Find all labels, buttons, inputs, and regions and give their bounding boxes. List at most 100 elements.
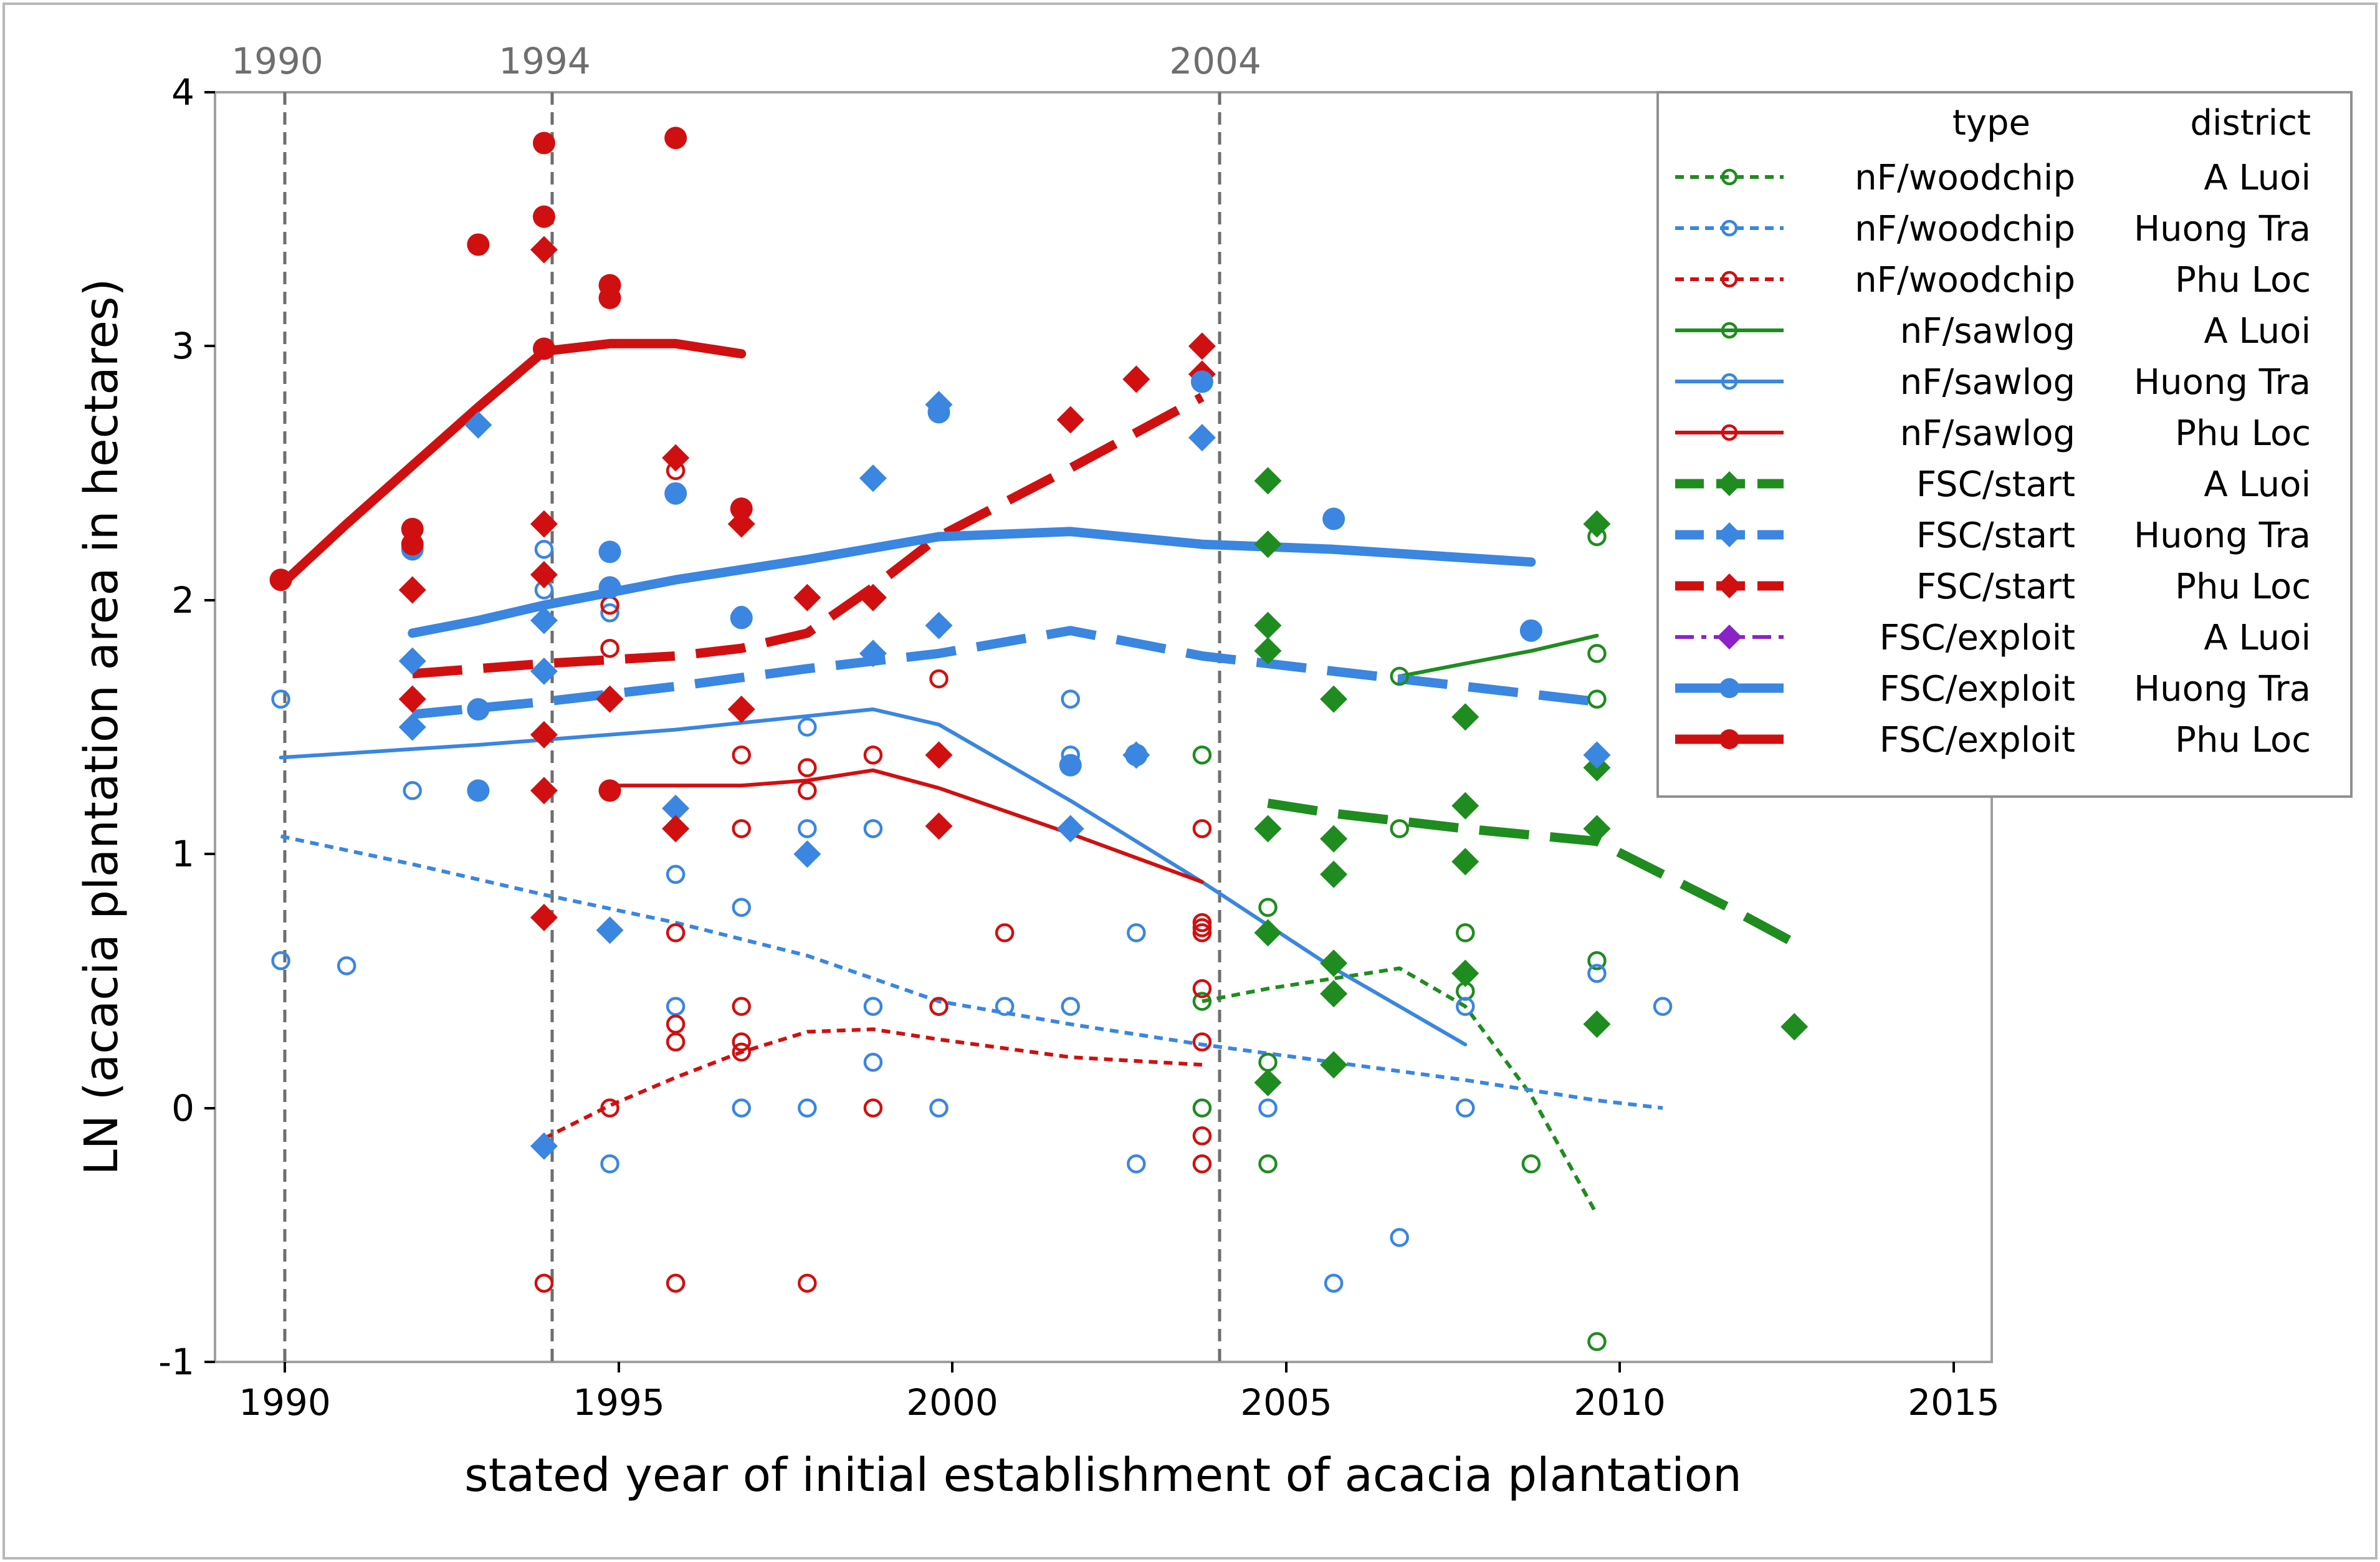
legend-district-label: Phu Loc bbox=[2175, 260, 2311, 300]
data-point-fsc-exploit-phu-loc bbox=[598, 286, 621, 309]
reference-label-1990: 1990 bbox=[231, 40, 323, 82]
data-point-nf-sawlog-a-luoi bbox=[1390, 819, 1409, 838]
legend-entry: nF/woodchip Huong Tra bbox=[1675, 209, 2311, 249]
data-point-nf-woodchip-a-luoi bbox=[1192, 745, 1212, 765]
data-point-fsc-start-a-luoi bbox=[1780, 1013, 1809, 1041]
data-point-nf-woodchip-phu-loc bbox=[732, 1042, 751, 1062]
data-point-fsc-exploit-phu-loc bbox=[598, 779, 621, 802]
data-point-fsc-start-phu-loc bbox=[859, 583, 887, 611]
data-point-nf-woodchip-huong-tra bbox=[337, 956, 356, 975]
legend-type-label: nF/sawlog bbox=[1900, 362, 2075, 403]
data-point-nf-woodchip-huong-tra bbox=[798, 717, 817, 737]
data-point-nf-woodchip-phu-loc bbox=[1192, 1032, 1212, 1052]
data-point-fsc-start-a-luoi bbox=[1254, 611, 1282, 640]
data-point-nf-woodchip-huong-tra bbox=[798, 819, 817, 838]
data-point-fsc-exploit-phu-loc bbox=[532, 205, 555, 228]
legend-marker bbox=[1719, 678, 1739, 698]
legend-entry: nF/sawlog Huong Tra bbox=[1675, 362, 2311, 403]
data-point-nf-woodchip-huong-tra bbox=[1653, 997, 1673, 1016]
data-point-nf-woodchip-phu-loc bbox=[863, 1098, 883, 1118]
data-point-fsc-start-a-luoi bbox=[1583, 1010, 1611, 1038]
data-point-fsc-start-phu-loc bbox=[530, 904, 558, 932]
legend-district-label: A Luoi bbox=[2204, 618, 2311, 658]
data-point-nf-woodchip-huong-tra bbox=[1061, 689, 1080, 709]
legend-type-label: FSC/start bbox=[1916, 567, 2075, 607]
y-axis-title: LN (acacia plantation area in hectares) bbox=[75, 279, 128, 1176]
data-point-nf-woodchip-a-luoi bbox=[1258, 1154, 1278, 1174]
data-point-fsc-exploit-phu-loc bbox=[532, 337, 555, 360]
legend-type-label: FSC/exploit bbox=[1880, 669, 2075, 709]
data-point-nf-woodchip-huong-tra bbox=[403, 781, 423, 800]
data-point-fsc-exploit-huong-tra bbox=[467, 697, 490, 721]
data-point-nf-sawlog-phu-loc bbox=[1192, 918, 1212, 937]
data-point-fsc-start-phu-loc bbox=[530, 510, 558, 538]
data-point-nf-woodchip-phu-loc bbox=[1192, 1126, 1212, 1146]
data-point-fsc-start-phu-loc bbox=[662, 815, 690, 843]
legend-marker bbox=[1717, 625, 1742, 649]
fit-line-nf-woodchip-huong-tra bbox=[280, 834, 1663, 1110]
data-point-fsc-start-huong-tra bbox=[859, 640, 887, 668]
fit-line-fsc-exploit-huong-tra bbox=[408, 527, 1536, 638]
data-point-nf-woodchip-huong-tra bbox=[929, 1098, 949, 1118]
y-axis: -1 0 1 2 3 4 bbox=[158, 71, 215, 1383]
legend-type-label: nF/sawlog bbox=[1900, 413, 2075, 454]
legend-header-district: district bbox=[2190, 103, 2311, 143]
data-point-nf-woodchip-phu-loc bbox=[666, 923, 686, 942]
x-tick-label: 2010 bbox=[1574, 1381, 1666, 1424]
data-point-fsc-start-a-luoi bbox=[1320, 825, 1348, 853]
fit-line-nf-sawlog-a-luoi bbox=[1397, 633, 1599, 678]
data-point-fsc-exploit-huong-tra bbox=[1125, 744, 1148, 767]
data-point-nf-woodchip-huong-tra bbox=[863, 1053, 883, 1072]
data-point-fsc-start-huong-tra bbox=[596, 916, 624, 944]
data-point-nf-woodchip-huong-tra bbox=[732, 1098, 751, 1118]
data-point-fsc-exploit-phu-loc bbox=[730, 497, 753, 520]
data-point-fsc-start-phu-loc bbox=[398, 576, 426, 604]
data-point-nf-sawlog-a-luoi bbox=[1390, 666, 1409, 686]
legend-marker bbox=[1721, 322, 1738, 339]
data-point-nf-woodchip-phu-loc bbox=[732, 745, 751, 765]
data-point-nf-woodchip-phu-loc bbox=[600, 638, 619, 658]
legend-marker bbox=[1721, 168, 1738, 186]
data-point-nf-woodchip-huong-tra bbox=[1127, 923, 1146, 942]
data-point-fsc-start-a-luoi bbox=[1254, 637, 1282, 665]
data-point-fsc-start-huong-tra bbox=[1188, 424, 1216, 452]
data-markers bbox=[269, 127, 1809, 1351]
data-point-fsc-start-huong-tra bbox=[1583, 741, 1611, 769]
data-point-nf-woodchip-phu-loc bbox=[863, 745, 883, 765]
x-axis-title: stated year of initial establishment of … bbox=[464, 1449, 1742, 1502]
data-point-nf-sawlog-a-luoi bbox=[1456, 923, 1475, 942]
data-point-fsc-exploit-huong-tra bbox=[664, 482, 687, 505]
fit-line-fsc-start-phu-loc bbox=[412, 393, 1205, 679]
data-point-nf-woodchip-huong-tra bbox=[1061, 997, 1080, 1016]
data-point-fsc-start-phu-loc bbox=[398, 685, 426, 713]
data-point-fsc-start-phu-loc bbox=[530, 236, 558, 264]
data-point-nf-woodchip-huong-tra bbox=[798, 1098, 817, 1118]
legend-marker bbox=[1717, 573, 1742, 598]
legend-district-label: Huong Tra bbox=[2134, 669, 2311, 709]
data-point-fsc-start-a-luoi bbox=[1583, 510, 1611, 538]
x-tick-label: 1990 bbox=[239, 1381, 331, 1424]
data-point-nf-woodchip-huong-tra bbox=[1456, 1098, 1475, 1118]
data-point-nf-woodchip-a-luoi bbox=[1587, 951, 1607, 970]
data-point-nf-woodchip-a-luoi bbox=[1521, 1154, 1541, 1174]
data-point-nf-woodchip-phu-loc bbox=[929, 669, 949, 689]
legend-marker bbox=[1717, 522, 1742, 547]
legend-marker bbox=[1721, 271, 1738, 288]
data-point-nf-woodchip-phu-loc bbox=[1192, 979, 1212, 999]
fit-line-nf-woodchip-phu-loc bbox=[543, 1027, 1203, 1141]
data-point-nf-woodchip-huong-tra bbox=[1456, 997, 1475, 1016]
legend-marker bbox=[1717, 471, 1742, 496]
data-point-nf-woodchip-phu-loc bbox=[666, 1032, 686, 1052]
data-point-nf-woodchip-huong-tra bbox=[863, 819, 883, 838]
legend-marker bbox=[1721, 219, 1738, 237]
y-tick-label: 3 bbox=[171, 325, 194, 367]
data-point-fsc-exploit-huong-tra bbox=[730, 606, 753, 630]
data-point-fsc-start-huong-tra bbox=[859, 464, 887, 492]
legend-entry: FSC/start Phu Loc bbox=[1675, 567, 2311, 607]
data-point-nf-woodchip-phu-loc bbox=[732, 1032, 751, 1052]
data-point-nf-sawlog-a-luoi bbox=[1587, 689, 1607, 709]
data-point-fsc-start-huong-tra bbox=[398, 647, 426, 675]
legend-entry: nF/sawlog Phu Loc bbox=[1675, 413, 2311, 454]
x-axis: 1990 1995 2000 2005 2010 2015 bbox=[239, 1362, 2000, 1424]
